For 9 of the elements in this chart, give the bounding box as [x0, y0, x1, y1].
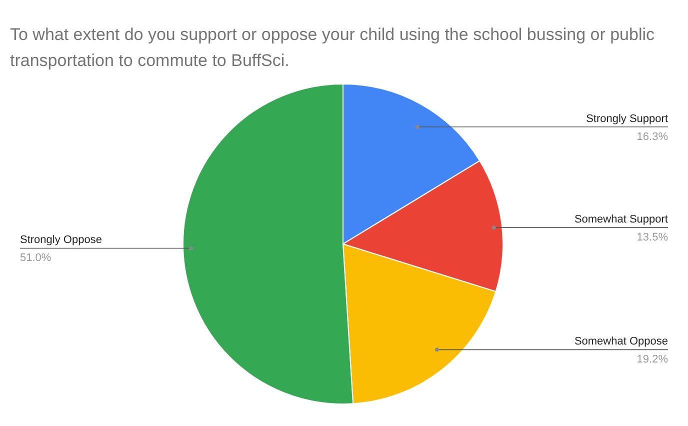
- slice-label: Strongly Oppose: [20, 234, 102, 246]
- data-label: 13.5%: [636, 232, 668, 244]
- slice-label: Strongly Support: [586, 112, 668, 125]
- slice-label: Somewhat Support: [574, 214, 668, 226]
- data-label: 51.0%: [20, 252, 52, 264]
- chart-title: To what extent do you support or oppose your child using the school bussing or public transportation to commute to BuffSci.: [10, 25, 656, 70]
- slice-label: Somewhat Oppose: [574, 336, 668, 348]
- data-label: 16.3%: [636, 130, 668, 143]
- data-label: 19.2%: [636, 354, 668, 366]
